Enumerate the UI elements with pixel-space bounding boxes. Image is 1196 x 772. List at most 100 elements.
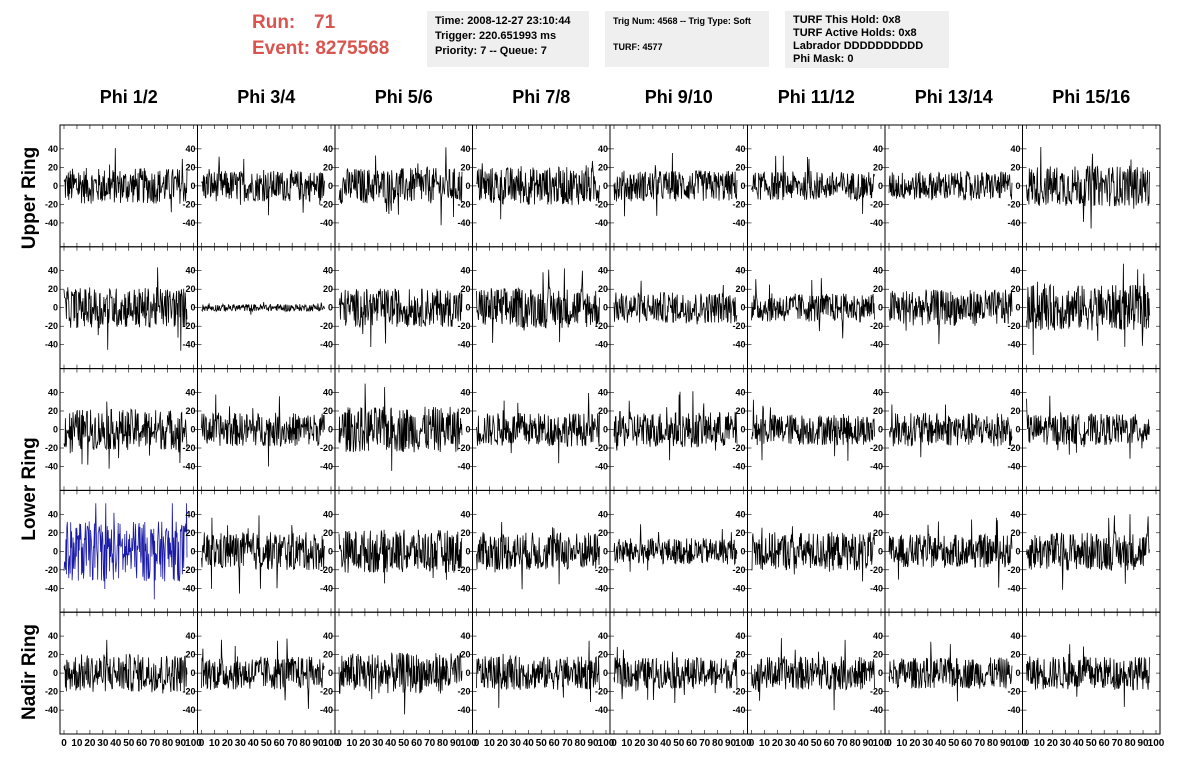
y-tick-label: 20 (460, 162, 470, 172)
waveform-trace (63, 503, 188, 600)
column-label: Phi 3/4 (237, 87, 296, 107)
event-label: Event: (252, 38, 311, 59)
waveform-panel: 40 20 0 -20 -40 (182, 368, 336, 491)
y-tick-label: -40 (182, 705, 195, 715)
trigger-line: Trigger: 220.651993 ms (435, 30, 557, 42)
waveform-panel: 40 20 0 -20 -40 (732, 246, 886, 370)
y-tick-label: 40 (460, 144, 470, 154)
y-tick-label: 40 (873, 631, 883, 641)
waveform-panel: 40 20 0 -20 -40 (45, 368, 198, 491)
y-tick-label: 40 (185, 631, 195, 641)
x-tick-label: 30 (785, 738, 797, 749)
waveform-trace (201, 156, 325, 216)
y-tick-label: -20 (182, 443, 195, 453)
waveform-panel: 40 20 0 -20 -40 (595, 246, 748, 370)
y-tick-label: -40 (1007, 218, 1020, 228)
y-tick-label: 40 (460, 266, 470, 276)
y-tick-label: 0 (603, 546, 608, 556)
y-tick-label: 40 (735, 144, 745, 154)
waveform-panel: 40 20 0 -20 -40 (45, 489, 198, 613)
y-tick-label: -40 (870, 340, 883, 350)
y-tick-label: 0 (465, 425, 470, 435)
x-tick-label: 60 (824, 738, 836, 749)
waveform-trace (613, 391, 738, 461)
waveform-panel: 40 20 0 -20 -40 (45, 246, 198, 370)
waveform-panel: 40 20 0 -20 -40 (182, 124, 336, 248)
waveform-trace (751, 638, 875, 711)
y-tick-label: -20 (732, 565, 745, 575)
y-tick-label: -40 (595, 583, 608, 593)
x-tick-label: 30 (922, 738, 934, 749)
turf-hold-line: TURF This Hold: 0x8 (793, 14, 901, 26)
y-tick-label: -40 (457, 583, 470, 593)
x-tick-label: 100 (735, 738, 752, 749)
y-tick-label: 20 (735, 284, 745, 294)
x-tick-label: 80 (987, 738, 999, 749)
x-tick-label: 30 (647, 738, 659, 749)
y-tick-label: 20 (185, 650, 195, 660)
waveform-panel: 40 20 0 -20 -40 (457, 124, 611, 248)
y-tick-label: 0 (53, 425, 58, 435)
column-label: Phi 7/8 (512, 87, 571, 107)
waveform-panel: 40 20 0 -20 -40 (182, 611, 336, 735)
x-tick-label: 70 (562, 738, 574, 749)
y-tick-label: 40 (460, 631, 470, 641)
waveform-trace (1026, 644, 1150, 707)
waveform-trace (888, 641, 1013, 702)
waveform-panel: 40 20 0 -20 -40 (1007, 124, 1161, 248)
x-tick-label: 10 (484, 738, 496, 749)
y-tick-label: 20 (1010, 406, 1020, 416)
y-tick-label: 40 (873, 387, 883, 397)
x-tick-label: 90 (450, 738, 462, 749)
y-tick-label: 20 (598, 528, 608, 538)
y-tick-label: -40 (45, 340, 58, 350)
y-tick-label: 0 (1015, 668, 1020, 678)
x-tick-label: 70 (287, 738, 299, 749)
turf-line: TURF: 4577 (613, 42, 663, 52)
run-label: Run: (252, 12, 296, 33)
y-tick-label: 40 (735, 509, 745, 519)
y-tick-label: 0 (740, 546, 745, 556)
y-tick-label: 40 (1010, 631, 1020, 641)
waveform-trace (476, 160, 600, 220)
trigger-info-box: Trig Num: 4568 -- Trig Type: Soft TURF: … (605, 11, 769, 67)
y-tick-label: 40 (48, 266, 58, 276)
y-tick-label: -20 (1007, 687, 1020, 697)
y-tick-label: -20 (595, 321, 608, 331)
x-tick-label: 100 (598, 738, 615, 749)
y-tick-label: -20 (182, 321, 195, 331)
waveform-trace (63, 267, 188, 351)
y-tick-label: 40 (323, 387, 333, 397)
y-tick-label: 40 (460, 509, 470, 519)
waveform-panel: 40 20 0 -20 -40 (457, 368, 611, 491)
x-tick-label: 90 (1000, 738, 1012, 749)
y-tick-label: 40 (48, 144, 58, 154)
waveform-trace (338, 147, 463, 226)
x-tick-label: 0 (886, 738, 892, 749)
x-tick-label: 80 (850, 738, 862, 749)
x-tick-label: 20 (909, 738, 921, 749)
x-tick-label: 50 (948, 738, 960, 749)
x-tick-label: 100 (460, 738, 477, 749)
y-tick-label: -20 (45, 443, 58, 453)
y-tick-label: 20 (460, 650, 470, 660)
y-tick-label: -20 (457, 321, 470, 331)
x-tick-label: 80 (437, 738, 449, 749)
waveform-trace (201, 394, 325, 467)
y-tick-label: 0 (465, 181, 470, 191)
x-tick-label: 40 (523, 738, 535, 749)
y-tick-label: -40 (870, 705, 883, 715)
x-tick-label: 10 (209, 738, 221, 749)
x-tick-label: 60 (686, 738, 698, 749)
y-tick-label: 20 (598, 406, 608, 416)
x-tick-label: 60 (961, 738, 973, 749)
waveform-panel: 40 20 0 -20 -40 (1007, 368, 1161, 491)
y-tick-label: 20 (598, 650, 608, 660)
x-tick-label: 90 (725, 738, 737, 749)
waveform-panel: 40 20 0 -20 -40 (457, 489, 611, 613)
waveform-trace (1026, 146, 1150, 229)
waveform-trace (1026, 395, 1150, 459)
x-tick-label: 20 (634, 738, 646, 749)
y-tick-label: 0 (878, 425, 883, 435)
waveform-panel: 40 20 0 -20 -40 (595, 124, 748, 248)
